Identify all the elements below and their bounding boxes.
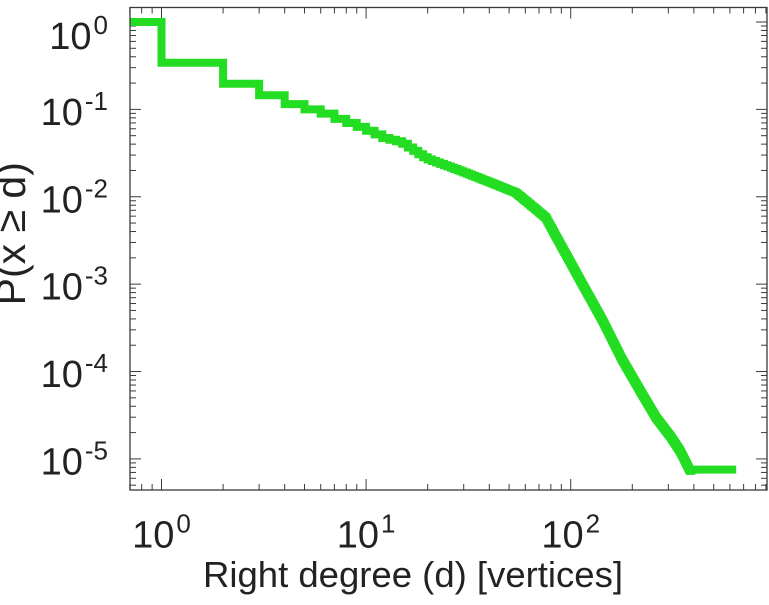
svg-text:100: 100 (132, 509, 191, 557)
svg-text:101: 101 (337, 509, 396, 557)
svg-text:10-5: 10-5 (41, 435, 108, 483)
svg-text:10-2: 10-2 (41, 173, 108, 221)
svg-text:P(x ≥ d): P(x ≥ d) (0, 162, 34, 305)
svg-text:100: 100 (49, 10, 108, 58)
svg-text:10-3: 10-3 (41, 261, 108, 309)
svg-text:102: 102 (541, 509, 600, 557)
svg-text:10-1: 10-1 (41, 86, 108, 134)
svg-text:10-4: 10-4 (41, 348, 108, 396)
svg-text:Right degree (d) [vertices]: Right degree (d) [vertices] (203, 554, 623, 595)
